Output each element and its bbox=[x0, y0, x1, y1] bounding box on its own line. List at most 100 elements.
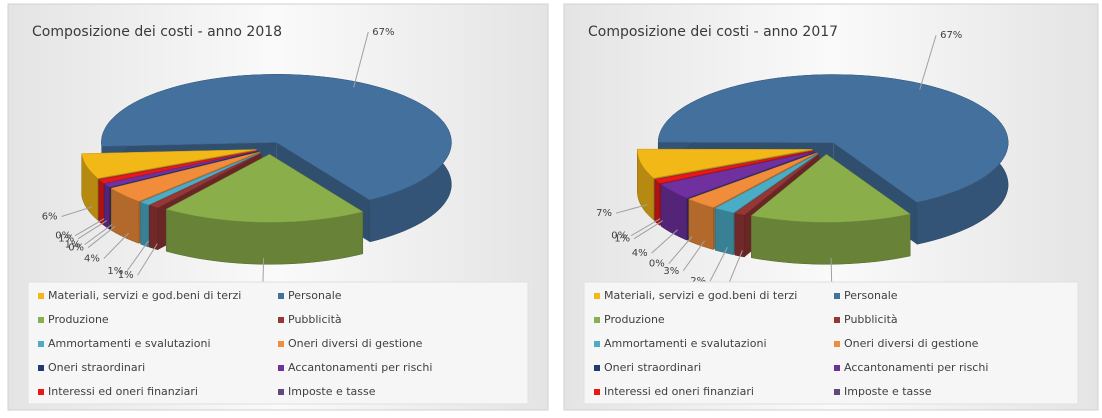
legend-label: Accantonamenti per rischi bbox=[844, 361, 988, 374]
legend-swatch bbox=[278, 293, 284, 299]
leader-line bbox=[353, 31, 369, 88]
slice bbox=[750, 153, 911, 265]
data-label: 4% bbox=[84, 254, 100, 265]
leader-line bbox=[103, 232, 129, 259]
legend-box bbox=[583, 281, 1079, 405]
legend-swatch bbox=[38, 365, 44, 371]
legend-swatch bbox=[834, 317, 840, 323]
legend-swatch bbox=[278, 317, 284, 323]
legend-label: Personale bbox=[288, 289, 342, 302]
leader-line bbox=[633, 220, 663, 240]
legend-label: Oneri diversi di gestione bbox=[288, 337, 423, 350]
slice-top bbox=[654, 150, 814, 184]
leader-line bbox=[919, 35, 937, 90]
data-label: 1% bbox=[107, 266, 123, 277]
data-label: 67% bbox=[940, 30, 962, 41]
leader-line bbox=[630, 218, 661, 237]
slice-top bbox=[148, 152, 262, 209]
slice-top bbox=[165, 154, 364, 223]
legend-label: Oneri straordinari bbox=[604, 361, 701, 374]
legend-swatch bbox=[38, 317, 44, 323]
slice-side bbox=[714, 207, 734, 256]
legend-swatch bbox=[594, 365, 600, 371]
leader-line bbox=[84, 224, 113, 246]
legend-label: Pubblicità bbox=[288, 313, 342, 326]
leader-line bbox=[727, 250, 743, 287]
slice-side bbox=[149, 204, 159, 251]
slice-top bbox=[750, 153, 911, 223]
legend-swatch bbox=[278, 341, 284, 347]
slice-top bbox=[714, 153, 819, 214]
leader-line bbox=[126, 240, 149, 272]
legend-swatch bbox=[594, 341, 600, 347]
slice-top bbox=[687, 152, 816, 199]
leader-line bbox=[651, 229, 678, 254]
data-label: 3% bbox=[663, 266, 679, 277]
legend-label: Accantonamenti per rischi bbox=[288, 361, 432, 374]
legend-label: Ammortamenti e svalutazioni bbox=[48, 337, 211, 350]
data-label: 0% bbox=[611, 231, 627, 242]
slice-top bbox=[110, 151, 260, 202]
data-label: 2% bbox=[690, 276, 706, 287]
data-label: 1% bbox=[58, 234, 74, 245]
slice-top bbox=[139, 152, 261, 206]
leader-line bbox=[709, 247, 728, 282]
slice bbox=[165, 154, 364, 265]
slice-top bbox=[734, 153, 820, 216]
pie bbox=[637, 74, 1009, 265]
slice-side bbox=[98, 179, 105, 226]
data-label: 0% bbox=[55, 231, 71, 242]
slice-top bbox=[637, 148, 813, 179]
slice-side bbox=[734, 212, 745, 258]
chart-title: Composizione dei costi - anno 2018 bbox=[32, 24, 282, 40]
slice-side bbox=[104, 183, 111, 230]
legend-label: Materiali, servizi e god.beni di terzi bbox=[48, 289, 241, 302]
legend-swatch bbox=[38, 341, 44, 347]
slice-top bbox=[103, 150, 258, 188]
leader-line bbox=[682, 240, 705, 272]
data-label: 1% bbox=[118, 270, 134, 281]
data-label: 1% bbox=[65, 240, 81, 251]
legend-swatch bbox=[278, 389, 284, 395]
data-label: 67% bbox=[372, 27, 394, 38]
pie bbox=[81, 74, 452, 265]
leader-line bbox=[137, 243, 158, 276]
slice-top bbox=[98, 150, 258, 184]
chart: Composizione dei costi - anno 2018 6% 67% 1… bbox=[7, 3, 549, 411]
slice-top bbox=[660, 151, 815, 199]
leader-line bbox=[87, 225, 116, 248]
legend-swatch bbox=[594, 389, 600, 395]
slice-side bbox=[654, 179, 661, 226]
leader-line bbox=[615, 204, 648, 214]
data-label: 4% bbox=[632, 248, 648, 259]
legend-label: Produzione bbox=[604, 313, 665, 326]
slice-side bbox=[140, 201, 149, 248]
legend-label: Pubblicità bbox=[844, 313, 898, 326]
leader-line bbox=[77, 220, 107, 240]
legend-swatch bbox=[834, 365, 840, 371]
leader-line bbox=[61, 206, 93, 217]
legend-swatch bbox=[834, 389, 840, 395]
legend-label: Oneri straordinari bbox=[48, 361, 145, 374]
data-label: 1% bbox=[614, 234, 630, 245]
slice-top bbox=[101, 74, 452, 201]
legend-swatch bbox=[594, 293, 600, 299]
slice-top bbox=[657, 74, 1009, 203]
legend-swatch bbox=[278, 365, 284, 371]
data-label: 6% bbox=[42, 211, 58, 222]
legend: Materiali, servizi e god.beni di terzi Pe… bbox=[27, 281, 529, 405]
legend-swatch bbox=[834, 341, 840, 347]
slice-top bbox=[81, 149, 257, 179]
slice-top bbox=[110, 151, 259, 188]
leader-line bbox=[74, 218, 105, 237]
legend-label: Imposte e tasse bbox=[288, 385, 376, 398]
legend-label: Personale bbox=[844, 289, 898, 302]
chart: Composizione dei costi - anno 2017 7% 67% 1… bbox=[563, 3, 1099, 411]
legend-label: Oneri diversi di gestione bbox=[844, 337, 979, 350]
legend-label: Materiali, servizi e god.beni di terzi bbox=[604, 289, 797, 302]
data-label: 0% bbox=[649, 259, 665, 270]
legend-swatch bbox=[834, 293, 840, 299]
legend-swatch bbox=[38, 293, 44, 299]
data-label: 7% bbox=[596, 208, 612, 219]
